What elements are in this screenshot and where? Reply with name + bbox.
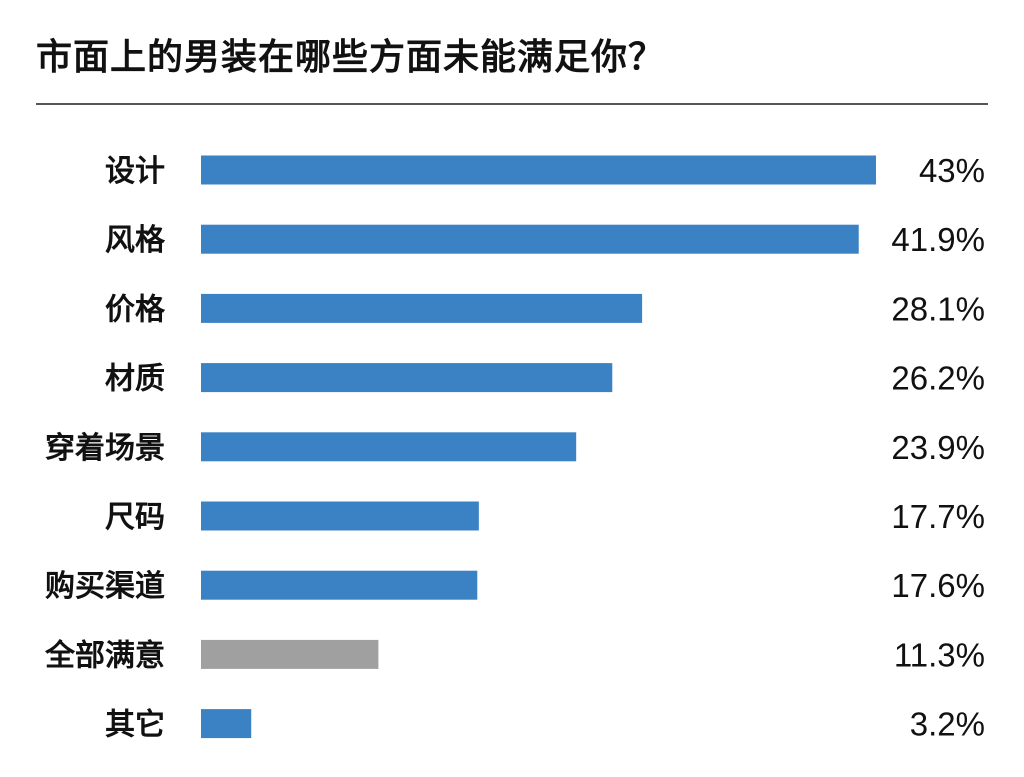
- bar-0: [201, 155, 876, 185]
- category-label-7: 全部满意: [44, 638, 165, 673]
- value-label-7: 11.3%: [894, 636, 985, 673]
- category-label-3: 材质: [105, 362, 165, 397]
- category-label-8: 其它: [105, 708, 165, 743]
- value-label-3: 26.2%: [891, 360, 985, 397]
- value-label-6: 17.6%: [891, 567, 985, 604]
- chart-title: 市面上的男装在哪些方面未能满足你？: [36, 37, 666, 78]
- category-label-2: 价格: [105, 292, 166, 327]
- bar-3: [201, 363, 613, 393]
- category-label-6: 购买渠道: [45, 569, 165, 604]
- value-label-0: 43%: [919, 152, 985, 189]
- category-label-1: 风格: [105, 223, 166, 258]
- value-label-2: 28.1%: [891, 290, 985, 327]
- bar-8: [201, 709, 252, 739]
- bar-7: [201, 639, 379, 669]
- bar-6: [201, 570, 478, 600]
- title-divider: [36, 103, 988, 105]
- value-label-4: 23.9%: [891, 429, 985, 466]
- value-label-5: 17.7%: [891, 498, 985, 535]
- value-label-8: 3.2%: [910, 706, 985, 743]
- value-label-1: 41.9%: [891, 221, 985, 258]
- category-label-5: 尺码: [105, 500, 165, 535]
- bar-4: [201, 432, 577, 462]
- category-label-4: 穿着场景: [45, 431, 165, 466]
- category-label-0: 设计: [105, 154, 165, 189]
- bar-5: [201, 501, 479, 531]
- bar-1: [201, 224, 859, 254]
- bar-2: [201, 293, 643, 323]
